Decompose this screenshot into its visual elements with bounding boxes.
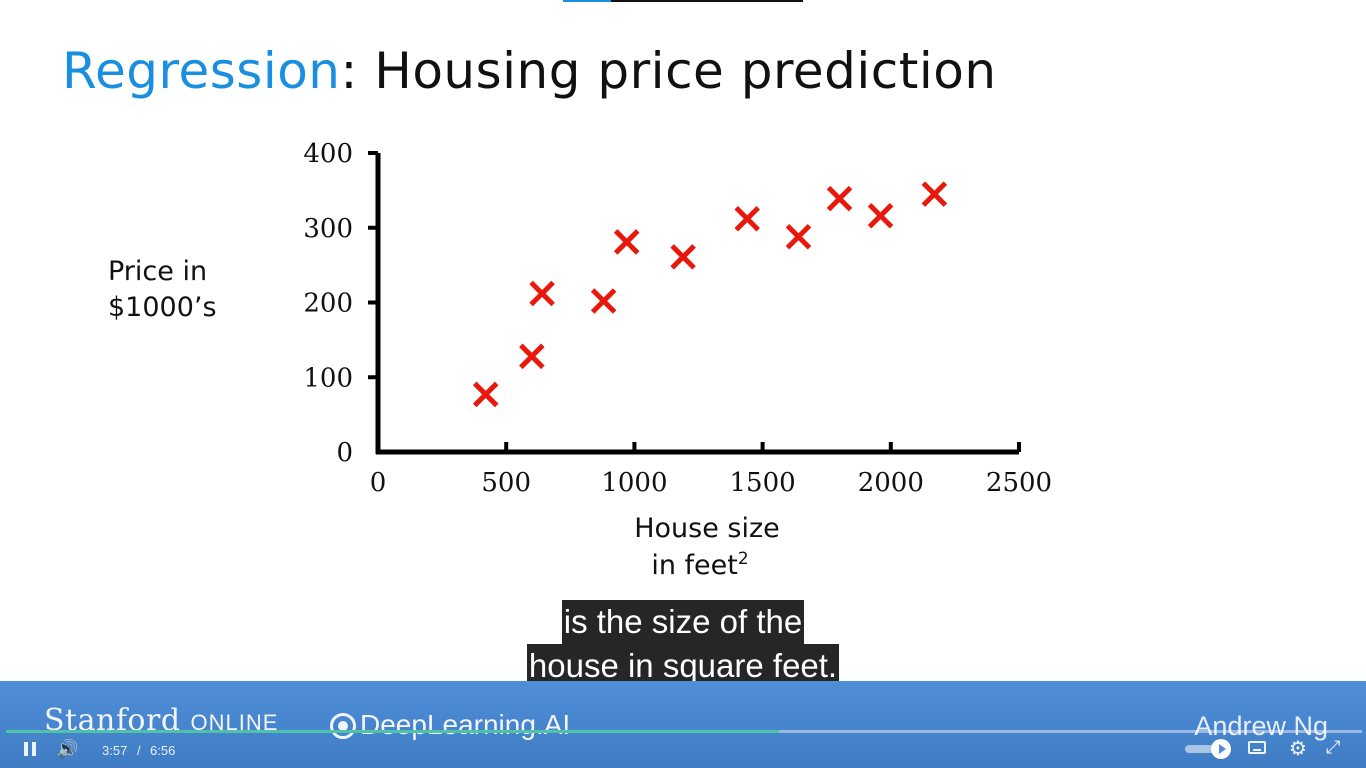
x-tick-label: 500 bbox=[481, 468, 531, 498]
x-tick-label: 1000 bbox=[601, 468, 667, 498]
x-axis-label-line-1: House size bbox=[634, 513, 780, 544]
top-tab-active-segment bbox=[563, 0, 611, 2]
time-separator: / bbox=[137, 743, 141, 758]
data-point-stroke bbox=[921, 181, 948, 207]
data-point bbox=[613, 229, 640, 255]
deeplearning-ai-logo: DeepLearning.AI bbox=[330, 709, 570, 741]
data-point-stroke bbox=[529, 280, 555, 307]
progress-bar[interactable] bbox=[6, 730, 1362, 733]
player-controls: 🔊 3:57 / 6:56 ⚙ ⤢ bbox=[0, 736, 1366, 766]
deeplearning-logo-icon bbox=[330, 713, 356, 739]
y-tick-label: 300 bbox=[303, 214, 353, 244]
data-point-stroke bbox=[519, 343, 545, 370]
x-axis-label: House size in feet2 bbox=[634, 513, 780, 581]
top-tab-indicator bbox=[563, 0, 803, 2]
data-points bbox=[472, 181, 948, 408]
y-axis-label-line-2: $1000’s bbox=[108, 292, 217, 323]
data-point-stroke bbox=[613, 229, 640, 255]
data-point bbox=[785, 223, 812, 250]
speed-slider-knob[interactable] bbox=[1211, 739, 1231, 759]
y-axis-label-line-1: Price in bbox=[108, 256, 207, 287]
x-tick-label: 2000 bbox=[858, 468, 924, 498]
slide-title-highlight: Regression bbox=[62, 42, 341, 100]
y-tick-label: 0 bbox=[336, 438, 353, 468]
y-ticks: 0 100 200 300 400 bbox=[303, 139, 378, 468]
data-point bbox=[590, 288, 617, 314]
data-point-stroke bbox=[734, 206, 760, 232]
subtitle-line-1: is the size of the bbox=[561, 600, 805, 644]
axes bbox=[375, 153, 1019, 455]
x-axis-label-line-2-text: in feet bbox=[651, 550, 738, 581]
x-tick-label: 0 bbox=[370, 468, 387, 498]
x-tick-label: 1500 bbox=[730, 468, 796, 498]
progress-fill bbox=[6, 730, 779, 733]
gear-icon[interactable]: ⚙ bbox=[1289, 736, 1307, 760]
data-point bbox=[734, 206, 760, 232]
scatter-chart: Price in $1000’s 0 100 200 300 400 0 500 1000 1… bbox=[108, 139, 1052, 581]
pause-icon[interactable] bbox=[24, 742, 38, 756]
slide-title-rest: : Housing price prediction bbox=[340, 42, 997, 100]
data-point bbox=[529, 280, 555, 307]
data-point-stroke bbox=[785, 223, 812, 250]
data-point bbox=[670, 244, 696, 270]
subtitle-line-2: house in square feet. bbox=[526, 644, 840, 688]
x-axis-label-superscript: 2 bbox=[738, 549, 749, 569]
data-point-stroke bbox=[472, 381, 499, 408]
exit-fullscreen-icon[interactable]: ⤢ bbox=[1326, 737, 1341, 758]
y-tick-label: 100 bbox=[303, 363, 353, 393]
speed-slider-icon[interactable] bbox=[1185, 739, 1231, 759]
video-player-bar: Stanford ONLINE DeepLearning.AI Andrew Ng… bbox=[0, 681, 1366, 768]
data-point-stroke bbox=[590, 288, 617, 314]
x-ticks: 0 500 1000 1500 2000 2500 bbox=[370, 442, 1052, 498]
data-point bbox=[921, 181, 948, 207]
time-total: 6:56 bbox=[150, 743, 176, 758]
data-point-stroke bbox=[670, 244, 696, 270]
brand-deeplearning: DeepLearning.AI bbox=[360, 709, 571, 740]
data-point bbox=[472, 381, 499, 408]
data-point bbox=[867, 203, 894, 229]
y-tick-label: 400 bbox=[303, 139, 353, 169]
data-point bbox=[826, 185, 853, 212]
pause-bar-left bbox=[24, 742, 28, 756]
slide-title: Regression: Housing price prediction bbox=[62, 42, 997, 100]
x-axis-label-line-2: in feet2 bbox=[651, 549, 748, 581]
captions-icon[interactable] bbox=[1248, 741, 1266, 754]
x-tick-label: 2500 bbox=[986, 468, 1052, 498]
time-current: 3:57 bbox=[102, 743, 128, 758]
data-point bbox=[519, 343, 545, 370]
pause-bar-right bbox=[32, 742, 36, 756]
y-tick-label: 200 bbox=[303, 289, 353, 319]
y-axis-label: Price in $1000’s bbox=[108, 256, 217, 323]
instructor-name: Andrew Ng bbox=[1194, 711, 1328, 741]
data-point-stroke bbox=[867, 203, 894, 229]
volume-icon[interactable]: 🔊 bbox=[56, 739, 79, 760]
data-point-stroke bbox=[826, 185, 853, 212]
subtitles: is the size of the house in square feet. bbox=[0, 600, 1366, 688]
